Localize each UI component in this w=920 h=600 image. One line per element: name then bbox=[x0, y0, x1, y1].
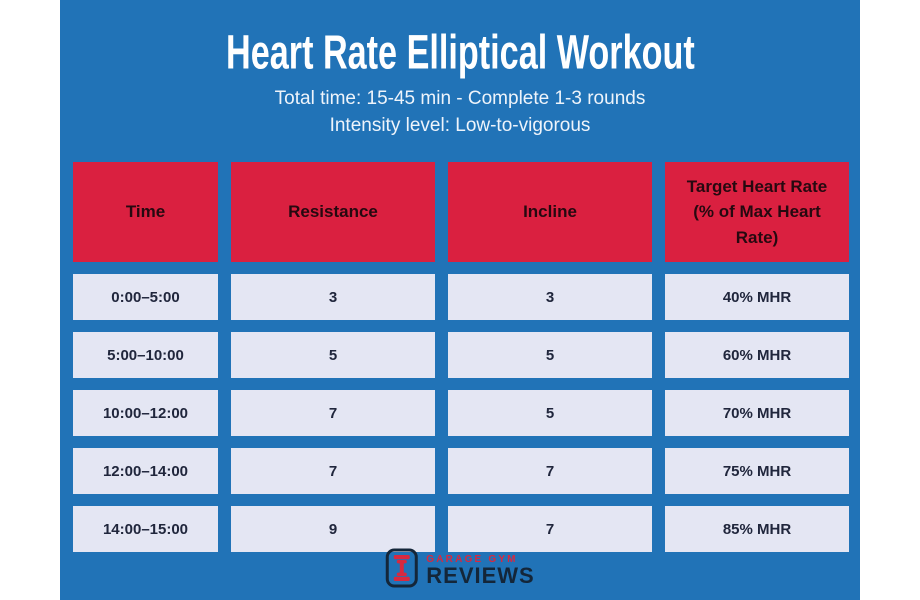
table-cell-time-1: 0:00–5:00 bbox=[73, 274, 218, 320]
garage-gym-reviews-logo: GARAGE GYM REVIEWS bbox=[385, 548, 534, 593]
column-header-target-heart-rate: Target Heart Rate (% of Max Heart Rate) bbox=[665, 162, 849, 262]
column-header-time: Time bbox=[73, 162, 218, 262]
title-area: Heart Rate Elliptical Workout bbox=[60, 24, 860, 79]
logo-brand-top: GARAGE GYM bbox=[426, 554, 518, 565]
infographic-canvas: Heart Rate Elliptical Workout Total time… bbox=[60, 0, 860, 600]
table-cell-resistance-5: 9 bbox=[231, 506, 435, 552]
subtitle-total-time: Total time: 15-45 min - Complete 1-3 rou… bbox=[274, 88, 646, 109]
column-header-incline: Incline bbox=[448, 162, 652, 262]
table-cell-mhr-4: 75% MHR bbox=[665, 448, 849, 494]
table-cell-incline-1: 3 bbox=[448, 274, 652, 320]
table-cell-incline-2: 5 bbox=[448, 332, 652, 378]
table-cell-resistance-3: 7 bbox=[231, 390, 435, 436]
page-title: Heart Rate Elliptical Workout bbox=[225, 24, 695, 80]
table-cell-incline-5: 7 bbox=[448, 506, 652, 552]
workout-table: Time Resistance Incline Target Heart Rat… bbox=[73, 162, 849, 552]
logo-brand-bottom: REVIEWS bbox=[426, 563, 535, 588]
table-cell-incline-4: 7 bbox=[448, 448, 652, 494]
table-cell-resistance-4: 7 bbox=[231, 448, 435, 494]
table-cell-time-4: 12:00–14:00 bbox=[73, 448, 218, 494]
column-header-resistance: Resistance bbox=[231, 162, 435, 262]
dumbbell-icon bbox=[385, 548, 418, 593]
logo-text: GARAGE GYM REVIEWS bbox=[426, 554, 534, 587]
table-cell-mhr-1: 40% MHR bbox=[665, 274, 849, 320]
subtitle-intensity: Intensity level: Low-to-vigorous bbox=[329, 115, 591, 136]
table-cell-time-3: 10:00–12:00 bbox=[73, 390, 218, 436]
table-cell-mhr-5: 85% MHR bbox=[665, 506, 849, 552]
table-cell-resistance-1: 3 bbox=[231, 274, 435, 320]
table-cell-resistance-2: 5 bbox=[231, 332, 435, 378]
table-cell-mhr-3: 70% MHR bbox=[665, 390, 849, 436]
table-cell-time-2: 5:00–10:00 bbox=[73, 332, 218, 378]
table-cell-incline-3: 5 bbox=[448, 390, 652, 436]
table-cell-time-5: 14:00–15:00 bbox=[73, 506, 218, 552]
table-cell-mhr-2: 60% MHR bbox=[665, 332, 849, 378]
